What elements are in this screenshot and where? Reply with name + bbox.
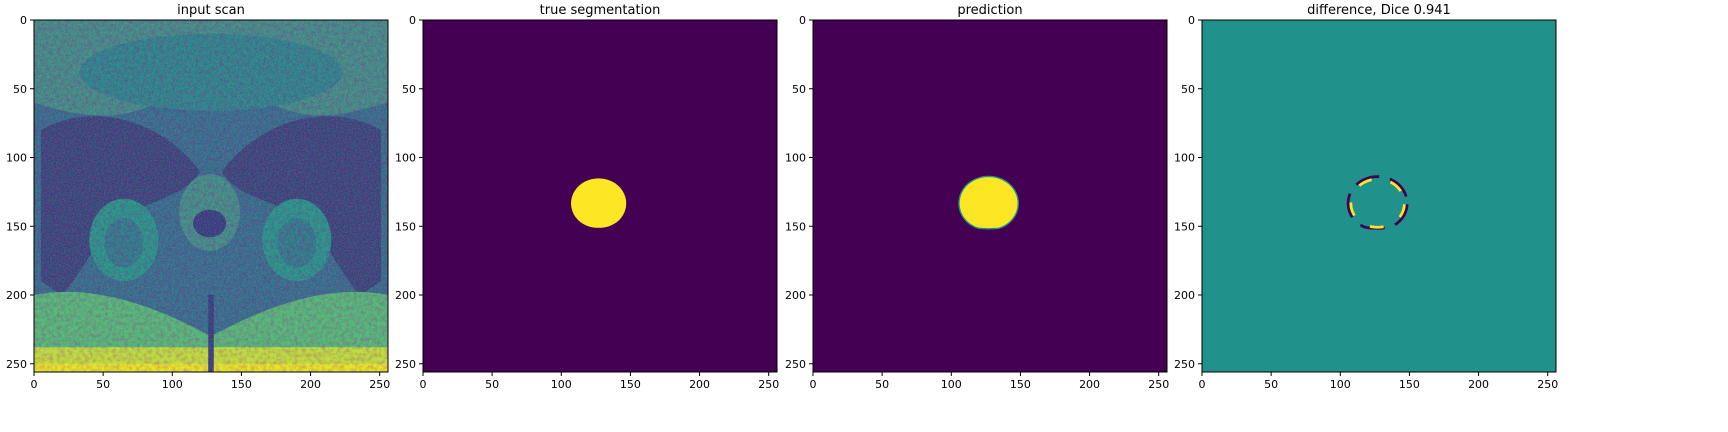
x-tick-label: 100 [1330, 378, 1351, 391]
x-tick-label: 150 [1010, 378, 1031, 391]
y-tick-label: 250 [1174, 358, 1195, 371]
scan-texture-bright [34, 20, 388, 372]
y-tick-label: 100 [785, 152, 806, 165]
x-tick-label: 100 [941, 378, 962, 391]
axes-frame [422, 19, 778, 373]
y-tick-label: 200 [1174, 289, 1195, 302]
y-tick-label: 50 [1181, 83, 1195, 96]
x-tick-label: 100 [162, 378, 183, 391]
panel-title: input scan [177, 3, 245, 18]
x-tick-label: 250 [1537, 378, 1558, 391]
x-tick-label: 250 [369, 378, 390, 391]
segmentation-blob [571, 178, 627, 228]
y-tick-label: 100 [1174, 152, 1195, 165]
difference-background [1202, 20, 1556, 372]
panel-title: true segmentation [540, 3, 661, 18]
difference-ring-bright [1349, 177, 1406, 229]
y-tick-label: 150 [395, 220, 416, 233]
x-tick-label: 50 [485, 378, 499, 391]
y-tick-label: 200 [785, 289, 806, 302]
mask-image [423, 20, 777, 372]
panel-true-segmentation: true segmentation 0 50 100 150 200 250 0 50 100 1… [395, 3, 779, 391]
x-tick-label: 250 [1148, 378, 1169, 391]
y-tick-label: 50 [402, 83, 416, 96]
y-tick-label: 100 [6, 152, 27, 165]
y-tick-label: 250 [785, 358, 806, 371]
x-tick-label: 50 [875, 378, 889, 391]
difference-ring-dark [1346, 175, 1409, 230]
y-tick-label: 0 [1188, 14, 1195, 27]
axes-frame [812, 19, 1168, 373]
prediction-blob [959, 177, 1018, 229]
x-tick-label: 150 [1399, 378, 1420, 391]
panel-title: prediction [957, 3, 1022, 18]
x-tick-label: 250 [758, 378, 779, 391]
x-tick-label: 150 [231, 378, 252, 391]
axes-frame [1201, 19, 1557, 373]
x-tick-label: 150 [620, 378, 641, 391]
y-tick-label: 200 [395, 289, 416, 302]
panel-title: difference, Dice 0.941 [1307, 3, 1451, 18]
x-tick-label: 0 [1199, 378, 1206, 391]
y-tick-label: 50 [13, 83, 27, 96]
x-tick-label: 100 [551, 378, 572, 391]
y-tick-label: 0 [799, 14, 806, 27]
y-tick-label: 0 [20, 14, 27, 27]
x-tick-label: 0 [810, 378, 817, 391]
y-tick-label: 200 [6, 289, 27, 302]
x-tick-label: 200 [1468, 378, 1489, 391]
y-tick-label: 0 [409, 14, 416, 27]
y-tick-label: 100 [395, 152, 416, 165]
y-tick-label: 150 [6, 220, 27, 233]
x-tick-label: 0 [420, 378, 427, 391]
x-tick-label: 200 [1079, 378, 1100, 391]
x-tick-label: 50 [96, 378, 110, 391]
panel-difference: difference, Dice 0.941 0 50 100 150 200 250 0 5… [1174, 3, 1558, 391]
prediction-image [813, 20, 1167, 372]
y-tick-label: 250 [395, 358, 416, 371]
x-tick-label: 200 [300, 378, 321, 391]
axes-frame [33, 19, 389, 373]
x-tick-label: 200 [689, 378, 710, 391]
panel-input-scan: input scan 0 50 100 150 200 250 0 50 100 150 200 25… [6, 3, 390, 391]
panel-prediction: prediction 0 50 100 150 200 250 0 50 100 150 200 25… [785, 3, 1169, 391]
difference-image [1202, 20, 1556, 372]
y-tick-label: 150 [785, 220, 806, 233]
x-tick-label: 50 [1264, 378, 1278, 391]
y-tick-label: 250 [6, 358, 27, 371]
x-tick-label: 0 [31, 378, 38, 391]
y-tick-label: 50 [792, 83, 806, 96]
y-tick-label: 150 [1174, 220, 1195, 233]
scan-image [34, 20, 388, 372]
